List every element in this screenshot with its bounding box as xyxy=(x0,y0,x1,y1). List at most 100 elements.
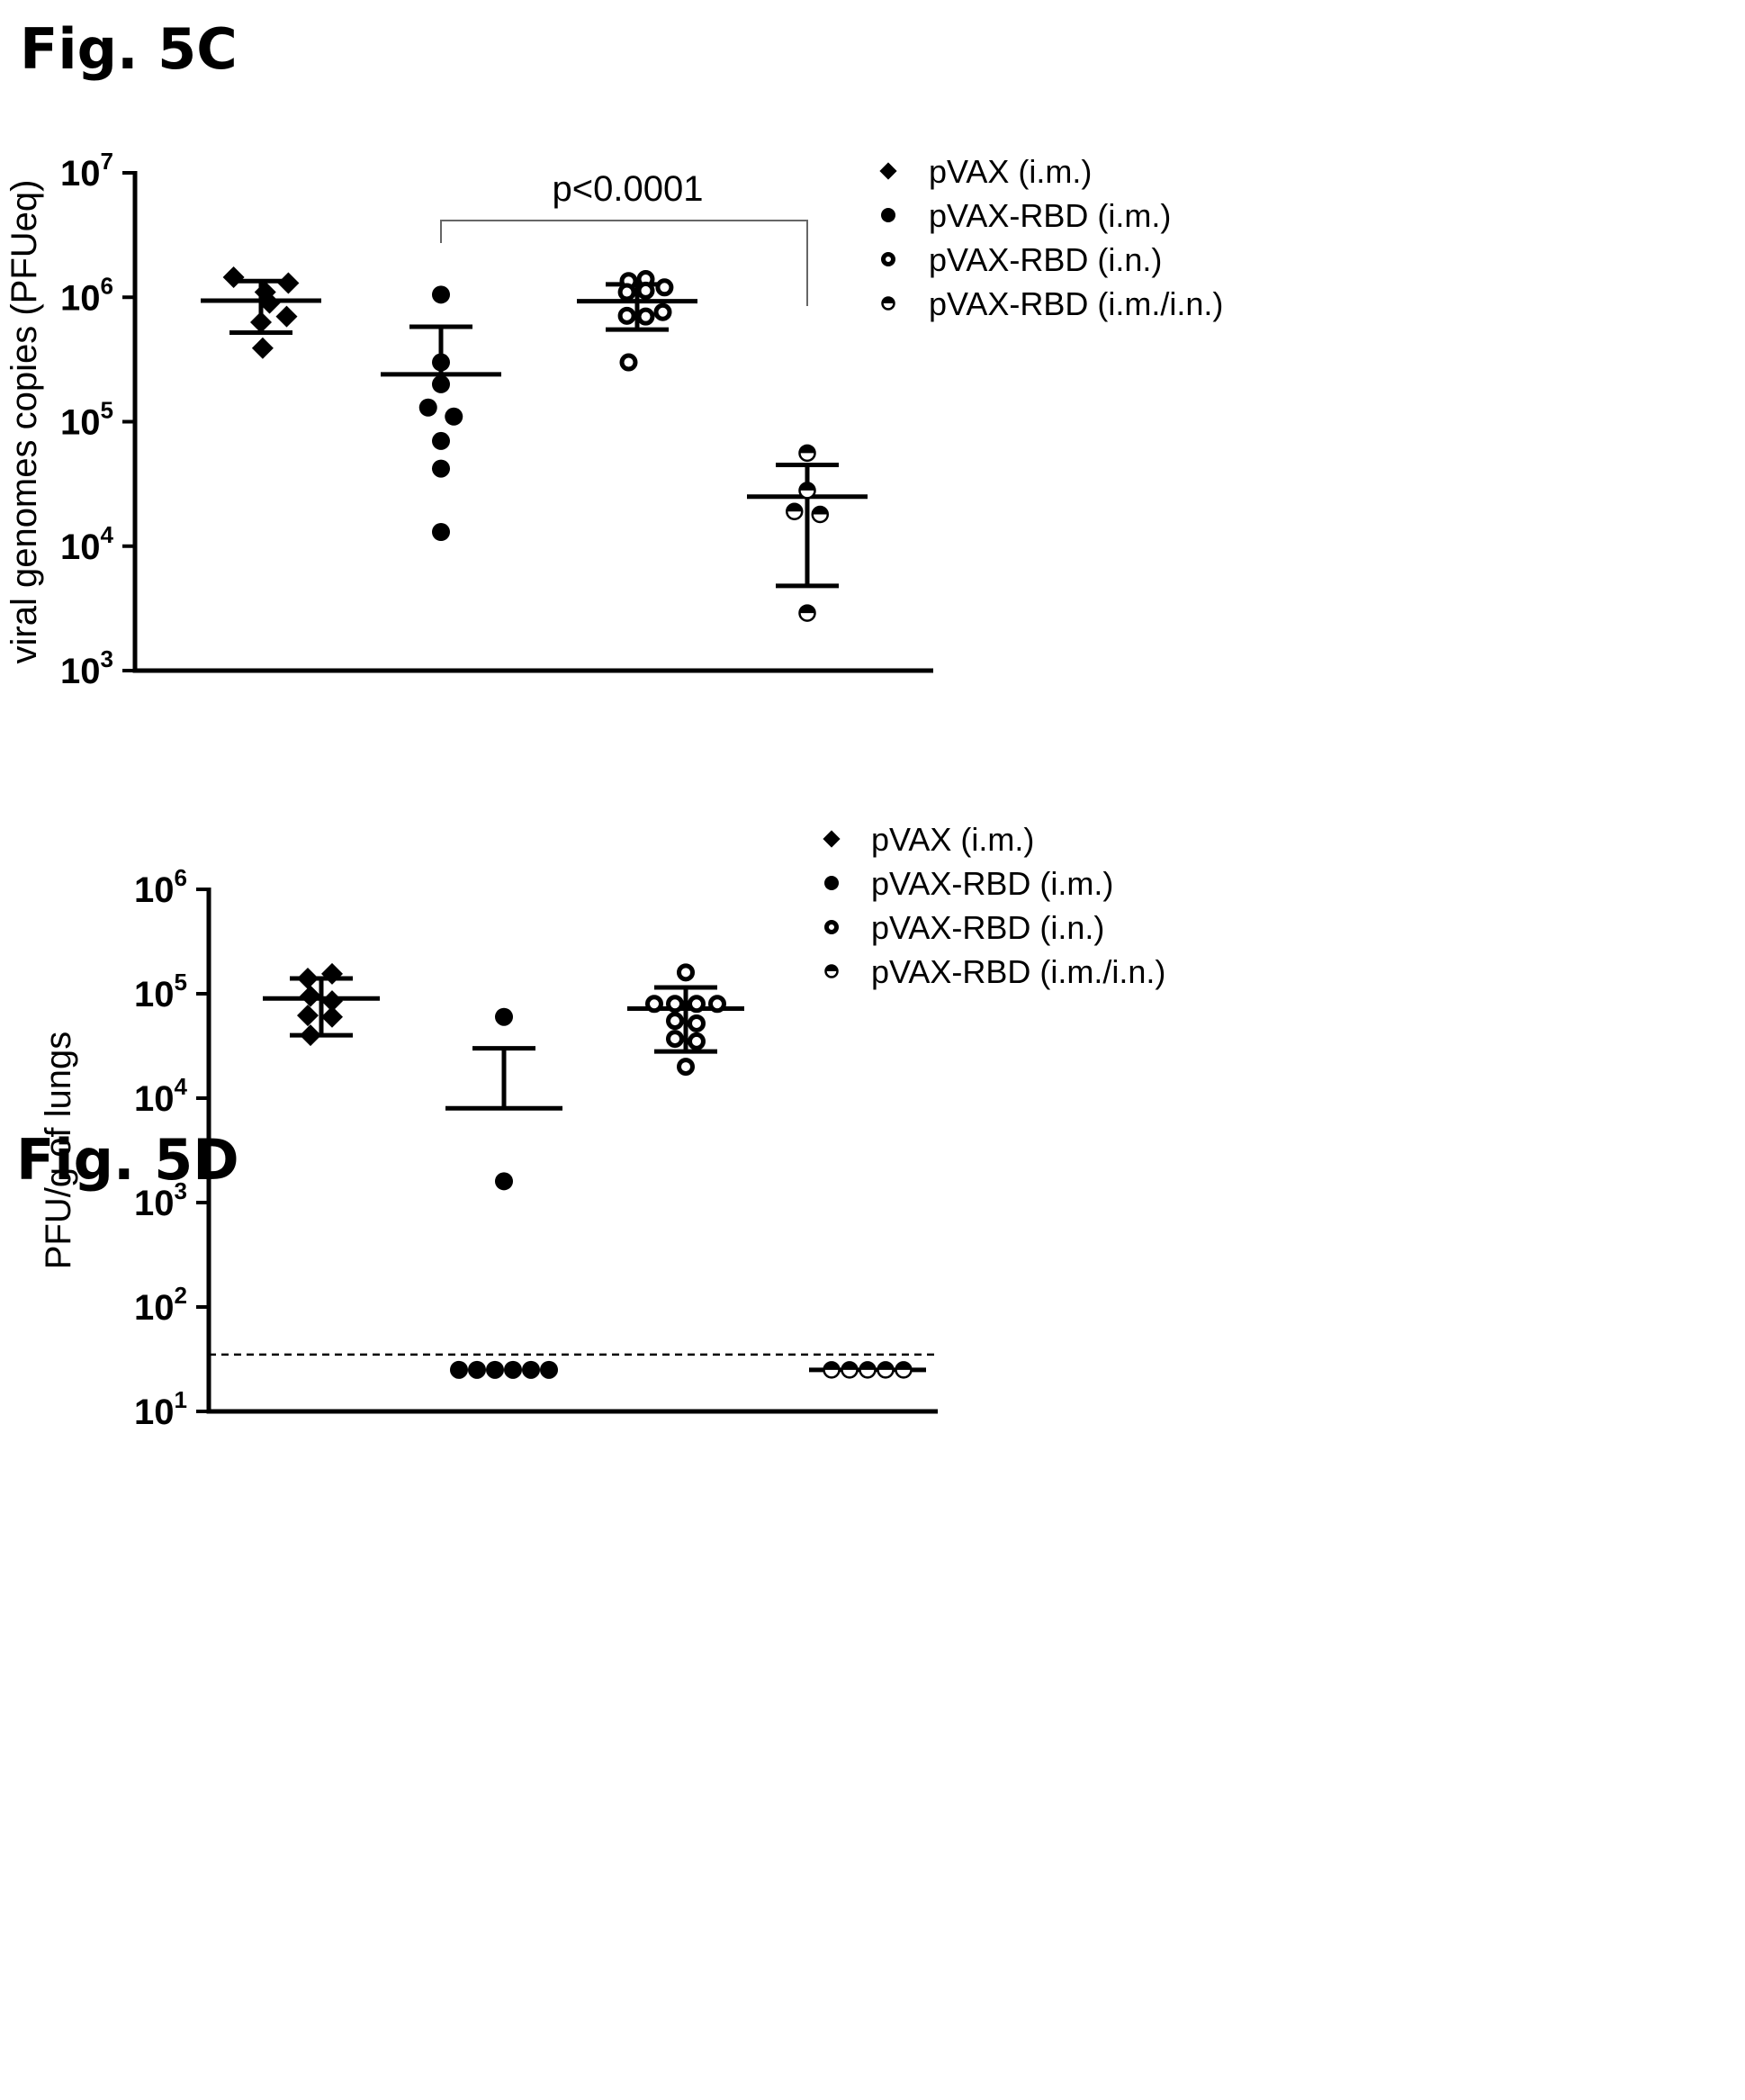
legend-marker-pvax-rbd-i-m-i-n-top-half xyxy=(825,965,838,971)
significance-bracket xyxy=(440,220,808,306)
legend-marker-pvax-rbd-i-m xyxy=(881,208,895,222)
legend-label-pvax-i-m: pVAX (i.m.) xyxy=(929,153,1092,190)
data-point-pvax-i-m-1 xyxy=(277,272,300,294)
data-point-pvax-rbd-i-m-4 xyxy=(445,407,463,426)
data-point-pvax-rbd-i-m-0 xyxy=(495,1007,513,1026)
data-point-pvax-rbd-i-n-9 xyxy=(677,1058,695,1077)
legend-label-pvax-rbd-i-m: pVAX-RBD (i.m.) xyxy=(871,865,1113,902)
y-tick-label-3: 103 xyxy=(60,645,113,691)
data-point-pvax-i-m-5 xyxy=(250,311,272,333)
series-pvax-i-m xyxy=(201,266,321,359)
data-point-pvax-rbd-i-m-i-n-1 xyxy=(798,482,816,500)
data-point-pvax-rbd-i-m-5 xyxy=(432,431,450,450)
data-point-pvax-rbd-i-n-2 xyxy=(666,995,684,1014)
data-point-pvax-rbd-i-m-i-n-4-top-half xyxy=(895,1362,912,1370)
data-point-pvax-rbd-i-m-7 xyxy=(540,1360,558,1379)
legend-marker-pvax-i-m xyxy=(879,162,897,180)
y-tick-label-2: 102 xyxy=(134,1282,187,1328)
figure-5c-label: Fig. 5C xyxy=(20,16,238,82)
data-point-pvax-rbd-i-m-i-n-4 xyxy=(895,1361,913,1379)
legend-label-pvax-rbd-i-m-i-n: pVAX-RBD (i.m./i.n.) xyxy=(929,285,1223,322)
y-tick-label-5: 105 xyxy=(60,397,113,443)
data-point-pvax-rbd-i-m-i-n-3-top-half xyxy=(812,506,828,515)
y-tick-label-3: 103 xyxy=(134,1177,187,1223)
legend-marker-pvax-i-m xyxy=(823,830,841,848)
data-point-pvax-i-m-6 xyxy=(251,337,274,359)
data-point-pvax-rbd-i-n-3 xyxy=(688,995,706,1014)
data-point-pvax-rbd-i-n-4 xyxy=(708,995,726,1014)
data-point-pvax-rbd-i-m-3 xyxy=(418,398,437,417)
data-point-pvax-rbd-i-m-2 xyxy=(432,374,450,393)
data-point-pvax-i-m-5 xyxy=(321,1005,343,1028)
data-point-pvax-rbd-i-m-7 xyxy=(432,522,450,541)
legend-label-pvax-rbd-i-m-i-n: pVAX-RBD (i.m./i.n.) xyxy=(871,953,1165,990)
data-point-pvax-rbd-i-m-1 xyxy=(495,1172,513,1191)
legend-label-pvax-rbd-i-n: pVAX-RBD (i.n.) xyxy=(929,241,1162,278)
legend-marker-pvax-rbd-i-m-i-n xyxy=(881,296,895,311)
data-point-pvax-rbd-i-n-5 xyxy=(617,306,636,325)
data-point-pvax-rbd-i-n-7 xyxy=(653,302,672,321)
data-point-pvax-rbd-i-m-2 xyxy=(450,1360,468,1379)
data-point-pvax-rbd-i-n-5 xyxy=(666,1012,684,1031)
legend-marker-pvax-rbd-i-m-i-n xyxy=(824,964,839,978)
series-pvax-rbd-i-m-i-n xyxy=(747,444,868,622)
data-point-pvax-rbd-i-m-i-n-1-top-half xyxy=(799,482,815,491)
data-point-pvax-rbd-i-m-i-n-0 xyxy=(823,1361,841,1379)
data-point-pvax-rbd-i-n-6 xyxy=(688,1014,706,1032)
data-point-pvax-rbd-i-n-8 xyxy=(688,1032,706,1050)
data-point-pvax-rbd-i-m-i-n-4-top-half xyxy=(799,605,815,614)
data-point-pvax-i-m-0 xyxy=(222,266,245,288)
data-point-pvax-rbd-i-m-i-n-2-top-half xyxy=(787,503,803,512)
series-pvax-rbd-i-n xyxy=(577,270,697,372)
data-point-pvax-rbd-i-m-i-n-3-top-half xyxy=(877,1362,894,1370)
data-point-pvax-i-m-4 xyxy=(275,305,298,328)
data-point-pvax-i-m-3 xyxy=(258,292,281,314)
figure-5d-label: Fig. 5D xyxy=(16,1127,239,1193)
data-point-pvax-rbd-i-n-3 xyxy=(617,283,636,302)
data-point-pvax-rbd-i-n-0 xyxy=(677,963,695,982)
data-point-pvax-rbd-i-m-0 xyxy=(432,285,450,304)
data-point-pvax-rbd-i-m-4 xyxy=(486,1360,504,1379)
series-pvax-rbd-i-m xyxy=(445,1007,562,1379)
series-pvax-rbd-i-m-i-n xyxy=(809,1361,926,1379)
data-point-pvax-rbd-i-m-i-n-1-top-half xyxy=(841,1362,858,1370)
y-tick-label-7: 107 xyxy=(60,148,113,194)
data-point-pvax-rbd-i-m-i-n-0-top-half xyxy=(799,445,815,454)
legend-marker-pvax-rbd-i-n xyxy=(824,920,839,934)
series-pvax-i-m xyxy=(263,962,380,1047)
data-point-pvax-rbd-i-m-i-n-2-top-half xyxy=(859,1362,876,1370)
data-point-pvax-i-m-1 xyxy=(321,962,343,985)
legend-label-pvax-rbd-i-n: pVAX-RBD (i.n.) xyxy=(871,909,1104,946)
y-tick-label-5: 105 xyxy=(134,969,187,1014)
data-point-pvax-rbd-i-m-3 xyxy=(468,1360,486,1379)
data-point-pvax-rbd-i-m-5 xyxy=(504,1360,522,1379)
y-axis-label: viral genomes copies (PFUeq) xyxy=(4,180,44,664)
data-point-pvax-rbd-i-m-6 xyxy=(432,459,450,478)
data-point-pvax-rbd-i-n-4 xyxy=(636,281,655,300)
legend-marker-pvax-rbd-i-n xyxy=(881,252,895,266)
data-point-pvax-i-m-4 xyxy=(297,1005,319,1027)
legend-marker-pvax-rbd-i-m xyxy=(824,876,839,890)
data-point-pvax-rbd-i-n-6 xyxy=(636,307,655,326)
data-point-pvax-rbd-i-m-i-n-0-top-half xyxy=(823,1362,840,1370)
data-point-pvax-rbd-i-n-2 xyxy=(655,278,674,297)
data-point-pvax-rbd-i-m-1 xyxy=(432,353,450,372)
data-point-pvax-rbd-i-m-i-n-3 xyxy=(877,1361,895,1379)
legend-label-pvax-i-m: pVAX (i.m.) xyxy=(871,821,1034,858)
data-point-pvax-rbd-i-n-1 xyxy=(645,995,663,1014)
legend-marker-pvax-rbd-i-m-i-n-top-half xyxy=(882,297,895,303)
series-pvax-rbd-i-n xyxy=(627,963,744,1077)
y-axis-label: PFU/g of lungs xyxy=(39,1032,78,1270)
series-pvax-rbd-i-m xyxy=(381,285,501,541)
data-point-pvax-rbd-i-n-8 xyxy=(619,353,638,372)
data-point-pvax-i-m-2 xyxy=(300,985,321,1007)
data-point-pvax-rbd-i-m-i-n-4 xyxy=(798,604,816,622)
y-tick-label-6: 106 xyxy=(60,272,113,318)
y-tick-label-4: 104 xyxy=(60,521,114,567)
significance-label: p<0.0001 xyxy=(553,169,704,209)
data-point-pvax-rbd-i-m-i-n-0 xyxy=(798,444,816,463)
data-point-pvax-rbd-i-m-6 xyxy=(522,1360,540,1379)
data-point-pvax-rbd-i-m-i-n-3 xyxy=(811,505,829,524)
